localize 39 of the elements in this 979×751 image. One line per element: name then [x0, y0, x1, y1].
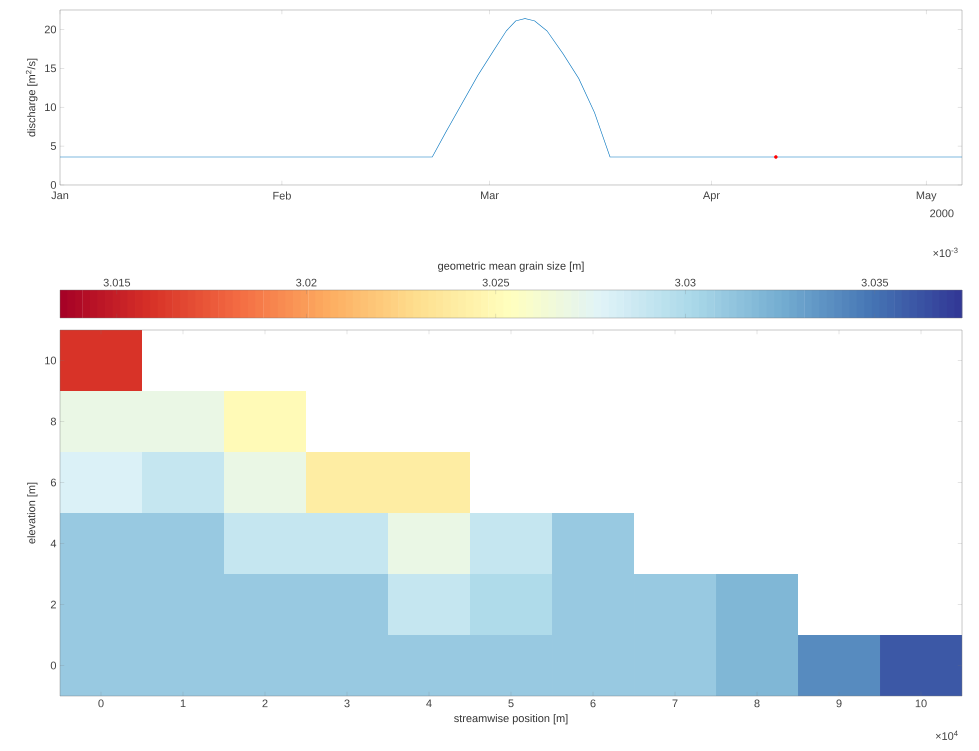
x-tick-label: 6 — [590, 700, 596, 708]
x-tick-label: 5 — [508, 700, 514, 708]
x-tick-label: May — [916, 192, 937, 202]
y-tick-label: 20 — [44, 26, 56, 34]
text: ×10$^{-3}$ — [933, 248, 958, 258]
y-tick-label: 0 — [50, 181, 56, 189]
x-tick-label: 9 — [836, 700, 842, 708]
y-axis-title: elevation [m] — [27, 482, 38, 544]
y-tick-label: 0 — [50, 662, 56, 670]
x-tick-label: 3 — [344, 700, 350, 708]
y-tick-label: 6 — [50, 478, 56, 486]
color-bar-title: geometric mean grain size [m] — [438, 262, 584, 272]
x-tick-label: 8 — [754, 700, 760, 708]
color-bar-label: 3.02 — [296, 278, 316, 286]
y-tick-label: 2 — [50, 600, 56, 608]
x-tick-label: 0 — [98, 700, 104, 708]
text: ×10$^{4}$ — [936, 730, 958, 740]
x-tick-label: 2 — [262, 700, 268, 708]
x-axis-title: streamwise position [m] — [454, 714, 568, 724]
x-tick-label: 4 — [426, 700, 432, 708]
text: 2000 — [930, 210, 954, 218]
y-axis-title: discharge [m$^{2}$/s] — [26, 58, 38, 137]
color-bar-label: 3.03 — [675, 278, 696, 286]
color-bar-label: 3.035 — [862, 278, 888, 286]
x-tick-label: 10 — [916, 700, 927, 708]
x-tick-label: 1 — [180, 700, 186, 708]
y-tick-label: 5 — [50, 142, 56, 150]
x-tick-label: 7 — [672, 700, 678, 708]
y-tick-label: 15 — [45, 64, 56, 72]
y-tick-label: 10 — [45, 356, 56, 364]
color-bar-label: 3.015 — [104, 278, 130, 286]
x-tick-label: Feb — [273, 192, 291, 200]
x-tick-label: Jan — [51, 192, 68, 200]
y-tick-label: 8 — [50, 418, 56, 426]
y-tick-label: 4 — [50, 540, 56, 548]
color-bar-label: 3.025 — [482, 278, 510, 286]
x-tick-label: Apr — [702, 192, 720, 202]
y-tick-label: 10 — [45, 103, 56, 112]
x-tick-label: Mar — [481, 192, 499, 200]
